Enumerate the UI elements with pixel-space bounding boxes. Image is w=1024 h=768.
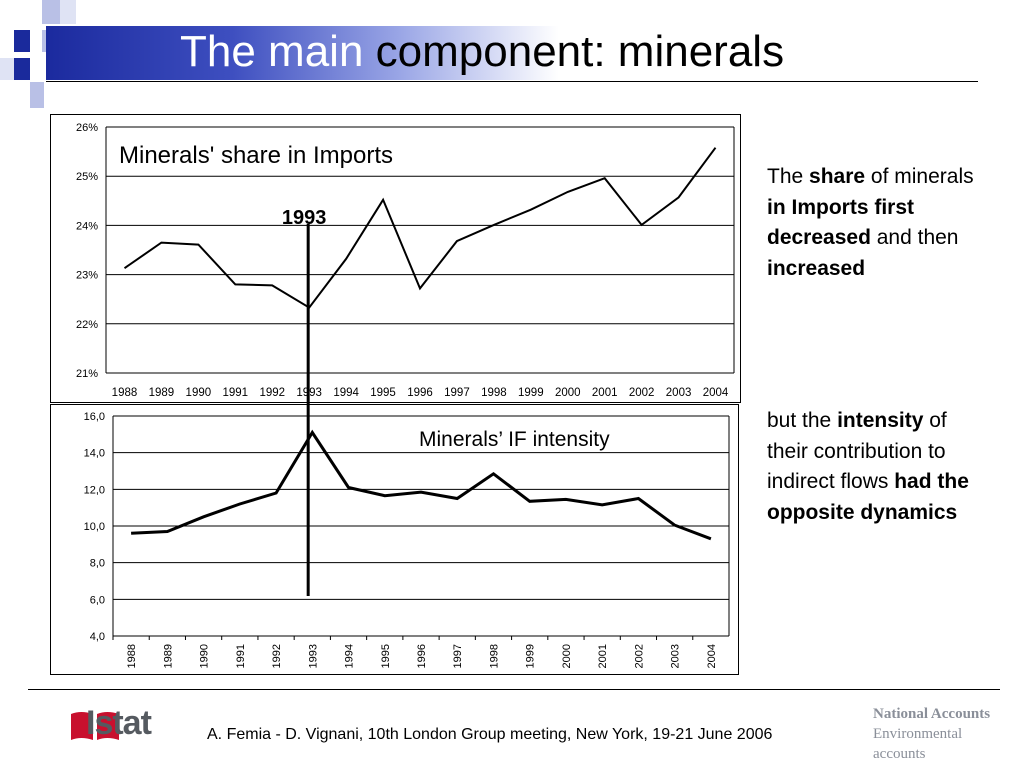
x-tick-label: 1988 [126,644,138,668]
intensity-chart-frame: 4,0 6,0 8,0 10,0 12,0 14,0 16,0 1988 1989 1990 19… [50,404,739,675]
x-tick-label: 1989 [162,644,174,668]
x-tick-label: 1998 [488,644,500,668]
commentary-text: but the [767,409,838,432]
na-line2: Environmental [873,726,963,742]
x-tick-label: 1993 [307,644,319,668]
y-tick-label: 6,0 [90,594,105,606]
x-tick-label: 1999 [518,387,544,399]
commentary-bold: share [809,165,866,188]
intensity-commentary: but the intensity of their contribution … [767,406,982,529]
footer-rule [28,689,1000,690]
x-tick-label: 1992 [259,387,285,399]
x-tick-label: 1997 [452,644,464,668]
commentary-text: of minerals [865,165,974,188]
y-tick-label: 23% [76,270,98,282]
x-tick-label: 1993 [296,387,322,399]
x-tick-label: 1994 [333,387,359,399]
title-bar [46,26,978,80]
commentary-text: of their contribution to indirect flows [767,409,947,494]
x-tick-label: 1999 [525,644,537,668]
chart-title: Minerals’ IF intensity [419,428,610,451]
x-tick-label: 1996 [407,387,433,399]
x-tick-label: 2001 [597,644,609,668]
y-tick-label: 10,0 [84,521,105,533]
x-tick-label: 2002 [629,387,655,399]
square-light [30,82,44,108]
x-tick-label: 1990 [199,644,211,668]
slide-title: The main component: minerals [180,24,784,80]
x-tick-label: 1988 [112,387,138,399]
x-tick-label: 1991 [235,644,247,668]
x-tick-label: 1989 [149,387,175,399]
x-tick-label: 1991 [222,387,248,399]
commentary-bold: intensity [837,409,924,432]
commentary-bold: in Imports first decreased [767,195,915,250]
y-tick-label: 21% [76,368,98,380]
x-tick-label: 2000 [561,644,573,668]
x-tick-label: 2002 [633,644,645,668]
x-tick-label: 1992 [271,644,283,668]
y-tick-label: 4,0 [90,631,105,643]
intensity-chart: 4,0 6,0 8,0 10,0 12,0 14,0 16,0 1988 1989 1990 19… [84,411,730,668]
chart-title: Minerals' share in Imports [119,142,393,169]
y-tick-label: 16,0 [84,411,105,423]
x-tick-label: 2000 [555,387,581,399]
x-tick-label: 1995 [370,387,396,399]
x-tick-label: 1997 [444,387,470,399]
x-tick-label: 1996 [416,644,428,668]
commentary-bold: had the opposite dynamics [767,470,969,525]
y-tick-label: 22% [76,319,98,331]
y-tick-label: 25% [76,171,98,183]
x-tick-label: 1998 [481,387,507,399]
x-tick-label: 2001 [592,387,618,399]
y-tick-label: 12,0 [84,484,105,496]
commentary-bold: increased [767,257,866,281]
commentary-text: The [767,165,810,188]
series-line [131,429,712,541]
series-line [123,147,717,309]
x-tick-label: 2003 [670,644,682,668]
x-tick-label: 2003 [666,387,692,399]
x-tick-label: 1994 [344,644,356,668]
istat-logo-text: Istat [86,704,152,742]
na-line1: National Accounts [873,706,991,722]
x-tick-label: 2004 [706,644,718,668]
national-accounts-label: National Accounts Environmental accounts [873,704,990,764]
share-chart: 21% 22% 23% 24% 25% 26% 1988 1989 1990 1991 1992 1… [76,122,735,399]
square-light [60,0,76,24]
x-tick-label: 1990 [186,387,212,399]
square-light [0,58,14,80]
x-tick-label: 1995 [380,644,392,668]
y-tick-label: 14,0 [84,448,105,460]
y-tick-label: 26% [76,122,98,134]
slide-title-part1: The main [180,27,364,76]
title-rule [46,81,978,82]
slide-title-part2: component: minerals [375,27,785,76]
istat-logo-icon [71,712,119,740]
share-chart-frame: 21% 22% 23% 24% 25% 26% 1988 1989 1990 1991 1992 1… [50,114,741,403]
x-tick-label: 2004 [703,387,729,399]
share-commentary: The share of minerals in Imports first d… [767,162,977,285]
square-dark [14,58,30,80]
y-tick-label: 24% [76,220,98,232]
commentary-text: and then [870,226,959,250]
square-dark [14,30,30,52]
footer-citation: A. Femia - D. Vignani, 10th London Group… [207,726,773,743]
na-line3: accounts [873,746,926,762]
y-tick-label: 8,0 [90,558,105,570]
square-light [42,0,60,24]
